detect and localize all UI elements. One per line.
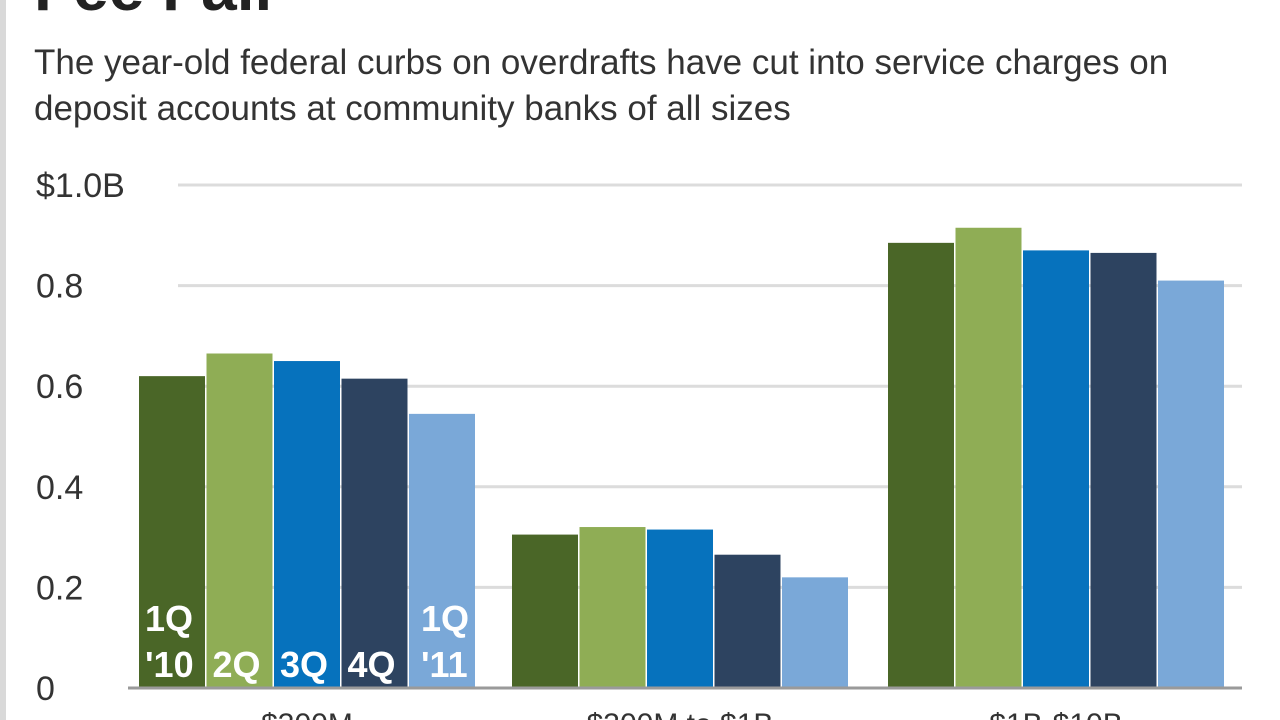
series-label: 1Q: [421, 598, 469, 639]
frame-border: [0, 0, 6, 720]
y-tick-label: 0: [36, 670, 55, 708]
bar: [274, 361, 340, 688]
bar: [139, 376, 205, 688]
bar: [1023, 250, 1089, 688]
bar: [1090, 252, 1157, 688]
series-label: '10: [145, 644, 194, 685]
bar: [409, 413, 475, 688]
bar: [888, 242, 954, 688]
bar: [714, 554, 781, 688]
chart-subtitle: The year-old federal curbs on overdrafts…: [34, 43, 1169, 128]
bar: [1158, 280, 1224, 688]
chart-title: Fee Fall: [34, 0, 272, 20]
y-tick-label: 0.2: [36, 569, 83, 607]
x-category-label: $300M to $1B: [587, 708, 774, 720]
series-label: 3Q: [280, 644, 328, 685]
bar: [647, 529, 713, 688]
bar: [512, 534, 578, 688]
y-tick-label: 0.6: [36, 368, 83, 406]
x-category-label: $1B-$10B: [989, 708, 1122, 720]
bar: [341, 378, 408, 688]
y-tick-label: 0.8: [36, 268, 83, 306]
y-tick-label: 0.4: [36, 469, 83, 507]
series-label: 1Q: [145, 598, 193, 639]
series-label: 4Q: [348, 644, 396, 685]
bar: [579, 527, 646, 688]
x-category-label: $300M: [261, 708, 353, 720]
series-label: 2Q: [213, 644, 261, 685]
bar: [206, 353, 273, 688]
series-label: '11: [421, 644, 468, 685]
bar: [955, 227, 1022, 688]
bar: [782, 577, 848, 688]
y-tick-label: $1.0B: [36, 167, 125, 205]
